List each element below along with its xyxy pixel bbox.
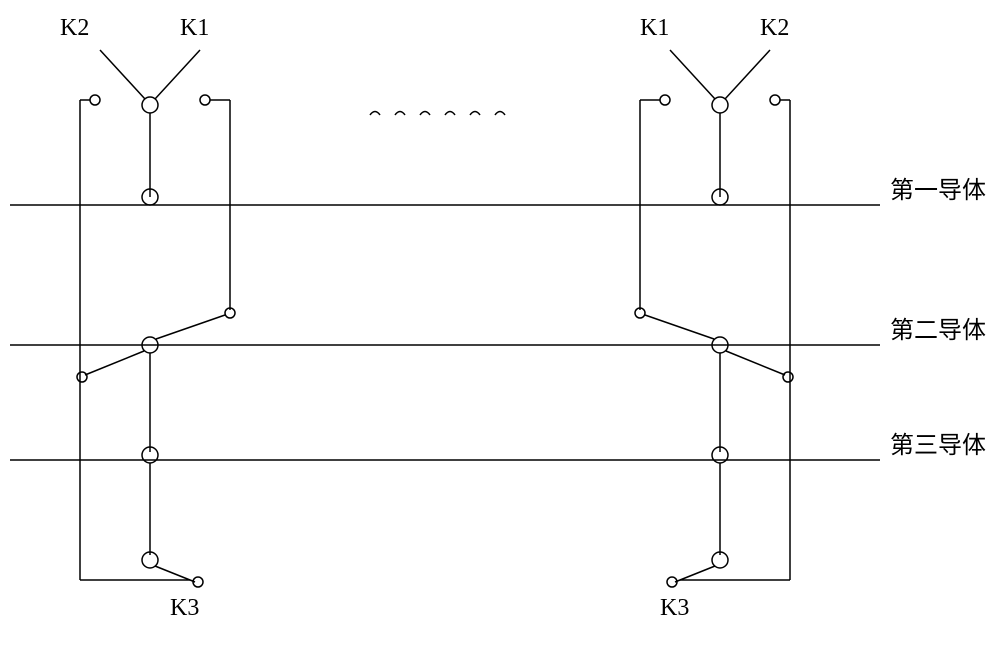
switch-k2-left <box>100 50 145 99</box>
label-k1-right: K1 <box>640 15 669 42</box>
contact <box>660 95 670 105</box>
contact <box>77 372 87 382</box>
label-k3-right: K3 <box>660 595 689 622</box>
contact <box>90 95 100 105</box>
label-k1-left: K1 <box>180 15 209 42</box>
contact <box>770 95 780 105</box>
contact <box>200 95 210 105</box>
label-conductor-1: 第一导体 <box>890 170 986 205</box>
label-k2-left: K2 <box>60 15 89 42</box>
label-k2-right: K2 <box>760 15 789 42</box>
label-k3-left: K3 <box>170 595 199 622</box>
contact <box>783 372 793 382</box>
switch-k1-right <box>670 50 715 99</box>
switch-k2-right <box>725 50 770 99</box>
label-conductor-2: 第二导体 <box>890 310 986 345</box>
switch-k1-left <box>155 50 200 99</box>
ellipsis-dots <box>370 112 505 116</box>
circuit-diagram <box>0 0 1000 662</box>
label-conductor-3: 第三导体 <box>890 425 986 460</box>
